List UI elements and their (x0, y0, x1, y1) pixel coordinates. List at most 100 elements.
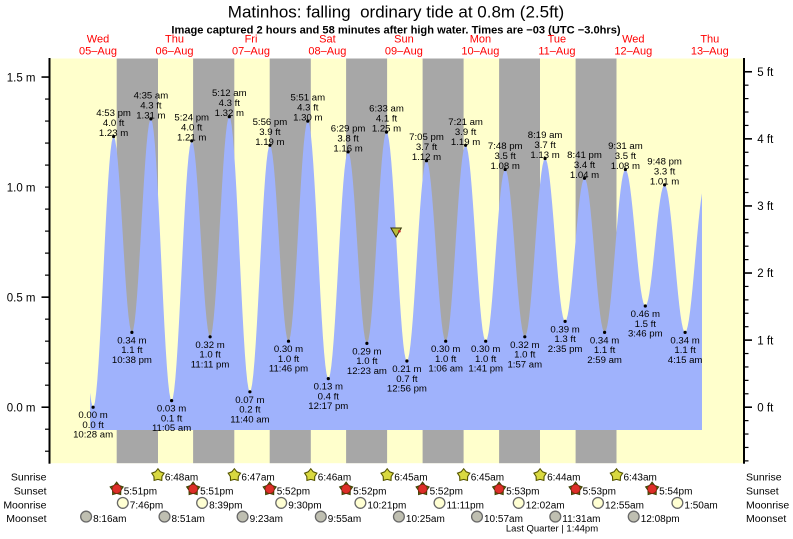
svg-text:Sunrise: Sunrise (746, 472, 782, 484)
svg-text:9:55am: 9:55am (328, 514, 361, 525)
svg-text:5:53pm: 5:53pm (506, 486, 539, 497)
svg-text:10:28 am: 10:28 am (73, 430, 113, 441)
svg-text:1.3 ft: 1.3 ft (554, 334, 576, 345)
svg-text:8:16am: 8:16am (93, 514, 126, 525)
svg-text:1.25 m: 1.25 m (372, 124, 401, 135)
svg-text:11:40 am: 11:40 am (230, 414, 269, 425)
svg-text:12:08pm: 12:08pm (641, 514, 680, 525)
svg-text:1.0 ft: 1.0 ft (278, 354, 300, 365)
svg-text:0.03 m: 0.03 m (157, 404, 186, 415)
svg-text:11:11pm: 11:11pm (447, 501, 484, 512)
svg-text:1.21 m: 1.21 m (177, 132, 206, 143)
svg-text:6:46am: 6:46am (318, 473, 351, 484)
svg-text:1:50am: 1:50am (684, 501, 717, 512)
svg-text:Thu: Thu (165, 33, 184, 45)
svg-text:0.0 m: 0.0 m (7, 402, 36, 414)
svg-text:1.0 ft: 1.0 ft (435, 354, 457, 365)
svg-text:Sunrise: Sunrise (11, 472, 47, 484)
svg-text:Matinhos: falling ordinary ti: Matinhos: falling ordinary tide at 0.8m … (228, 3, 564, 22)
svg-text:06–Aug: 06–Aug (156, 46, 194, 58)
svg-text:1:57 am: 1:57 am (507, 359, 542, 370)
svg-text:0.32 m: 0.32 m (195, 340, 224, 351)
svg-text:11:46 pm: 11:46 pm (269, 364, 308, 375)
svg-text:4:35 am: 4:35 am (134, 90, 169, 101)
svg-text:10:38 pm: 10:38 pm (112, 355, 152, 366)
svg-text:3.7 ft: 3.7 ft (416, 142, 438, 153)
svg-text:5:51 am: 5:51 am (290, 93, 325, 104)
svg-text:Moonrise: Moonrise (746, 500, 789, 512)
svg-text:10:25am: 10:25am (406, 514, 445, 525)
svg-text:0.39 m: 0.39 m (550, 324, 579, 335)
svg-text:0.21 m: 0.21 m (392, 364, 421, 375)
svg-text:0.00 m: 0.00 m (78, 410, 107, 421)
svg-text:12:56 pm: 12:56 pm (387, 384, 427, 395)
svg-text:1:06 am: 1:06 am (428, 364, 463, 375)
svg-text:1.01 m: 1.01 m (650, 176, 679, 187)
svg-text:7:21 am: 7:21 am (448, 117, 483, 128)
svg-text:1.08 m: 1.08 m (491, 161, 520, 172)
svg-text:8:39pm: 8:39pm (209, 501, 242, 512)
svg-text:Sun: Sun (394, 33, 414, 45)
svg-text:5:12 am: 5:12 am (212, 88, 247, 99)
svg-text:1.0 ft: 1.0 ft (514, 350, 536, 361)
svg-text:6:44am: 6:44am (547, 473, 580, 484)
svg-text:6:33 am: 6:33 am (369, 104, 404, 115)
svg-text:11:31am: 11:31am (562, 514, 600, 525)
svg-text:Fri: Fri (245, 33, 258, 45)
svg-text:3.9 ft: 3.9 ft (455, 127, 477, 138)
svg-text:3.5 ft: 3.5 ft (615, 151, 637, 162)
svg-text:5:51pm: 5:51pm (200, 486, 233, 497)
svg-text:Last Quarter | 1:44pm: Last Quarter | 1:44pm (506, 524, 598, 535)
svg-text:3.7 ft: 3.7 ft (534, 140, 556, 151)
svg-text:5:52pm: 5:52pm (430, 486, 463, 497)
svg-text:0.13 m: 0.13 m (314, 382, 343, 393)
svg-text:1.5 m: 1.5 m (7, 72, 36, 84)
svg-text:1.1 ft: 1.1 ft (674, 345, 696, 356)
svg-text:0.5 m: 0.5 m (7, 292, 36, 304)
svg-text:1.12 m: 1.12 m (412, 152, 441, 163)
svg-text:6:48am: 6:48am (165, 473, 198, 484)
svg-text:3.5 ft: 3.5 ft (495, 151, 517, 162)
svg-text:07–Aug: 07–Aug (232, 46, 270, 58)
svg-text:1.23 m: 1.23 m (99, 128, 128, 139)
svg-text:3.3 ft: 3.3 ft (654, 166, 676, 177)
svg-text:9:23am: 9:23am (250, 514, 283, 525)
svg-text:12:55am: 12:55am (605, 501, 644, 512)
svg-text:6:45am: 6:45am (471, 473, 504, 484)
svg-text:1.31 m: 1.31 m (136, 110, 165, 121)
svg-text:12–Aug: 12–Aug (614, 46, 652, 58)
svg-text:1.19 m: 1.19 m (255, 137, 284, 148)
svg-text:2 ft: 2 ft (757, 268, 774, 280)
svg-text:9:48 pm: 9:48 pm (647, 156, 682, 167)
svg-text:8:19 am: 8:19 am (528, 130, 563, 141)
svg-text:1.0 ft: 1.0 ft (356, 356, 378, 367)
svg-text:3.4 ft: 3.4 ft (574, 160, 596, 171)
svg-text:1.1 ft: 1.1 ft (121, 345, 143, 356)
svg-text:0.2 ft: 0.2 ft (239, 405, 261, 416)
svg-text:12:17 pm: 12:17 pm (308, 401, 348, 412)
svg-text:4.3 ft: 4.3 ft (140, 100, 162, 111)
svg-text:1.30 m: 1.30 m (293, 113, 322, 124)
svg-text:3.9 ft: 3.9 ft (259, 127, 281, 138)
svg-text:5 ft: 5 ft (757, 67, 774, 79)
svg-text:Thu: Thu (700, 33, 719, 45)
svg-text:0.1 ft: 0.1 ft (161, 413, 183, 424)
svg-text:6:43am: 6:43am (624, 473, 657, 484)
svg-text:1.32 m: 1.32 m (215, 108, 244, 119)
svg-text:10:21pm: 10:21pm (367, 501, 406, 512)
svg-text:Wed: Wed (622, 33, 644, 45)
svg-text:5:54pm: 5:54pm (659, 486, 692, 497)
svg-text:0.07 m: 0.07 m (235, 395, 264, 406)
svg-text:3:46 pm: 3:46 pm (628, 329, 663, 340)
svg-text:4 ft: 4 ft (757, 134, 774, 146)
svg-text:0.29 m: 0.29 m (352, 346, 381, 357)
svg-text:0.46 m: 0.46 m (631, 309, 660, 320)
svg-text:1.04 m: 1.04 m (570, 170, 599, 181)
svg-text:11:11 pm: 11:11 pm (191, 359, 230, 370)
svg-text:13–Aug: 13–Aug (691, 46, 729, 58)
svg-text:5:52pm: 5:52pm (353, 486, 386, 497)
svg-text:Sunset: Sunset (14, 485, 47, 497)
svg-text:0.4 ft: 0.4 ft (318, 391, 340, 402)
svg-text:0.32 m: 0.32 m (510, 340, 539, 351)
svg-text:0.34 m: 0.34 m (117, 335, 146, 346)
